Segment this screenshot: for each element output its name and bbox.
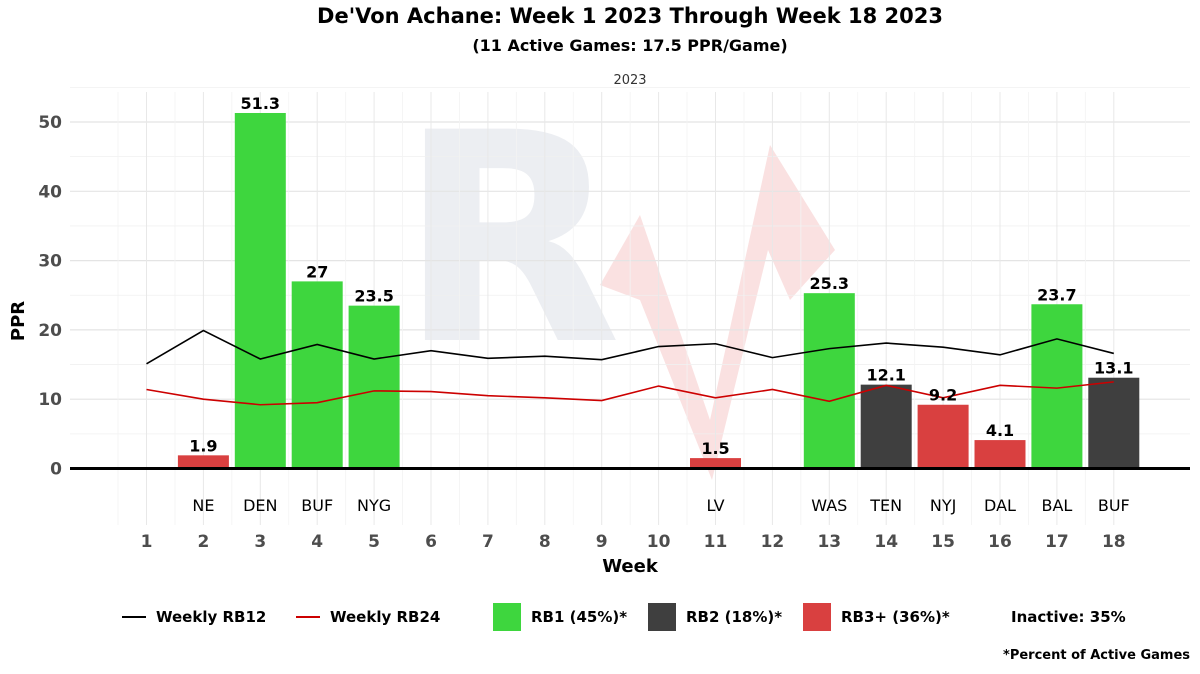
series-line-rb12 (146, 329, 1114, 365)
legend-item-rb24: Weekly RB24 (296, 608, 440, 626)
x-tick-label: 13 (817, 532, 841, 552)
rv-watermark-logo: R (398, 72, 835, 480)
y-tick-label: 20 (38, 321, 62, 341)
legend-label-rb12: Weekly RB12 (156, 608, 267, 626)
y-tick-label: 10 (38, 390, 62, 410)
bar-week-18 (1088, 377, 1140, 469)
chart-title: De'Von Achane: Week 1 2023 Through Week … (317, 4, 943, 28)
opponent-label: BAL (1041, 496, 1072, 515)
legend-swatch-rb3 (803, 603, 831, 631)
x-tick-label: 12 (761, 532, 785, 552)
chart-subtitle: (11 Active Games: 17.5 PPR/Game) (472, 36, 788, 55)
bar-week-13 (803, 293, 855, 469)
bar-week-3 (234, 112, 286, 469)
bar-week-14 (860, 384, 912, 469)
chart-canvas: 2023 PPR Week R 1.951.32723.51.525.312.1… (8, 72, 1190, 577)
x-tick-label: 18 (1102, 532, 1126, 552)
x-tick-label: 5 (368, 532, 380, 552)
y-axis-title: PPR (8, 301, 29, 341)
x-tick-label: 9 (596, 532, 608, 552)
facet-label: 2023 (613, 73, 646, 88)
legend-label-inactive: Inactive: 35% (1011, 608, 1126, 626)
bar-week-15 (917, 404, 969, 469)
legend-item-rb1: RB1 (45%)* (493, 603, 627, 631)
x-tick-label: 3 (254, 532, 266, 552)
bar-value-label: 27 (306, 262, 328, 281)
legend-item-rb3: RB3+ (36%)* (803, 603, 950, 631)
opponent-label: WAS (811, 496, 847, 515)
legend: Weekly RB12 Weekly RB24 RB1 (45%)* RB2 (… (0, 603, 1200, 631)
x-axis-title: Week (602, 556, 659, 577)
legend-swatch-rb12 (122, 616, 146, 618)
opponent-label: BUF (301, 496, 333, 515)
bar-value-label: 51.3 (241, 94, 280, 113)
x-tick-label: 6 (425, 532, 437, 552)
legend-label-rb24: Weekly RB24 (330, 608, 441, 626)
legend-swatch-rb24 (296, 616, 320, 618)
bar-value-label: 1.9 (189, 436, 217, 455)
opponent-label: BUF (1098, 496, 1130, 515)
x-tick-label: 7 (482, 532, 494, 552)
legend-swatch-rb2 (648, 603, 676, 631)
x-tick-label: 11 (704, 532, 728, 552)
bar-week-5 (348, 305, 400, 469)
opponent-label: NE (192, 496, 214, 515)
bar-value-label: 9.2 (929, 386, 957, 405)
opponent-label: TEN (869, 496, 902, 515)
bar-value-label: 23.5 (354, 287, 393, 306)
x-tick-label: 2 (197, 532, 209, 552)
bar-week-2 (177, 455, 229, 469)
series-line-rb24 (146, 381, 1114, 406)
opponent-label: NYJ (930, 496, 956, 515)
x-tick-label: 15 (931, 532, 955, 552)
bar-week-4 (291, 281, 343, 469)
bar-value-label: 13.1 (1094, 359, 1133, 378)
svg-text:R: R (398, 72, 621, 409)
y-tick-label: 30 (38, 252, 62, 272)
bar-value-label: 1.5 (701, 439, 729, 458)
y-tick-label: 0 (50, 460, 62, 480)
legend-label-rb2: RB2 (18%)* (686, 608, 783, 626)
x-tick-label: 8 (539, 532, 551, 552)
x-tick-label: 10 (647, 532, 671, 552)
x-tick-label: 4 (311, 532, 323, 552)
opponent-label: NYG (357, 496, 391, 515)
legend-item-rb2: RB2 (18%)* (648, 603, 782, 631)
x-tick-label: 17 (1045, 532, 1069, 552)
legend-item-rb12: Weekly RB12 (122, 608, 266, 626)
x-tick-label: 1 (141, 532, 153, 552)
x-tick-label: 14 (874, 532, 898, 552)
footnote: *Percent of Active Games (1003, 648, 1190, 663)
opponent-label: DEN (243, 496, 277, 515)
bar-value-label: 4.1 (986, 421, 1014, 440)
legend-inactive: Inactive: 35% (1011, 608, 1126, 626)
x-tick-label: 16 (988, 532, 1012, 552)
legend-swatch-rb1 (493, 603, 521, 631)
y-tick-label: 50 (38, 113, 62, 133)
bar-week-11 (690, 458, 741, 469)
bar-value-label: 12.1 (866, 366, 905, 385)
legend-label-rb1: RB1 (45%)* (531, 608, 628, 626)
legend-label-rb3: RB3+ (36%)* (841, 608, 950, 626)
y-tick-label: 40 (38, 182, 62, 202)
bar-value-label: 23.7 (1037, 285, 1076, 304)
bar-week-16 (974, 440, 1026, 469)
opponent-label: LV (706, 496, 724, 515)
opponent-label: DAL (984, 496, 1016, 515)
bar-value-label: 25.3 (810, 274, 849, 293)
